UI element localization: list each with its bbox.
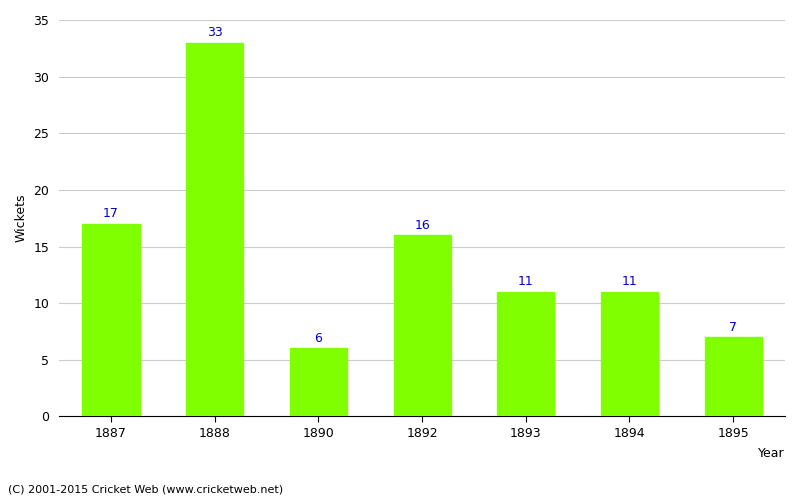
Text: (C) 2001-2015 Cricket Web (www.cricketweb.net): (C) 2001-2015 Cricket Web (www.cricketwe… <box>8 485 283 495</box>
Bar <box>82 224 139 416</box>
Bar <box>290 348 347 416</box>
Text: 17: 17 <box>103 208 119 220</box>
Bar <box>705 337 762 416</box>
Text: 6: 6 <box>314 332 322 345</box>
Bar <box>186 42 243 416</box>
Text: 7: 7 <box>729 321 737 334</box>
Bar <box>394 235 450 416</box>
Bar <box>498 292 554 416</box>
Text: Year: Year <box>758 447 785 460</box>
Y-axis label: Wickets: Wickets <box>15 194 28 242</box>
Text: 11: 11 <box>518 276 534 288</box>
Text: 11: 11 <box>622 276 638 288</box>
Text: 16: 16 <box>414 219 430 232</box>
Bar <box>601 292 658 416</box>
Text: 33: 33 <box>207 26 222 40</box>
